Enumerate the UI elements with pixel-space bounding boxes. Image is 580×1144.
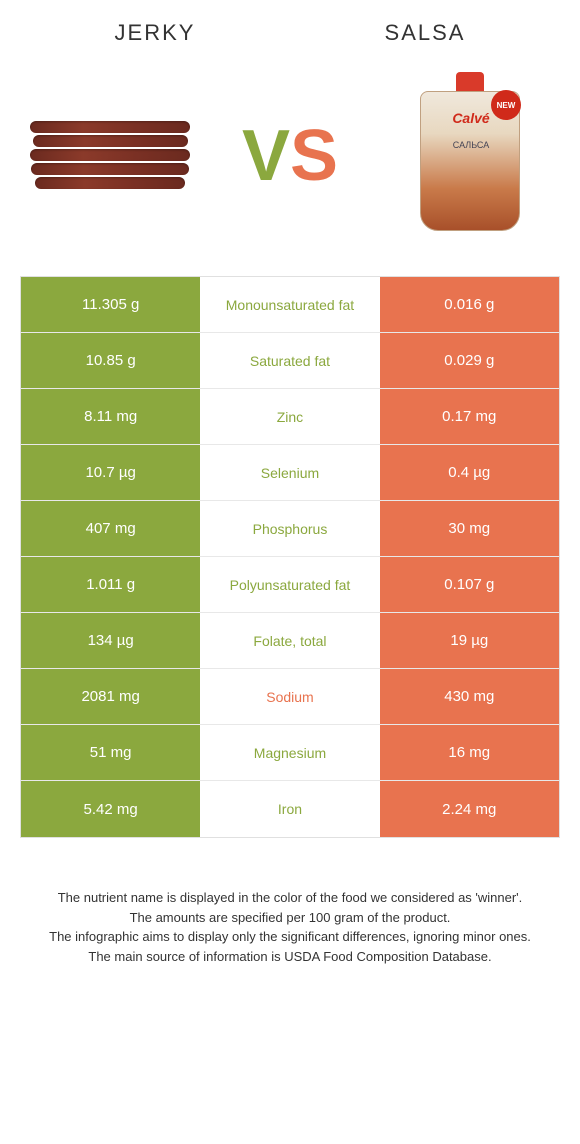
nutrient-label: Phosphorus [200, 501, 379, 556]
nutrient-label: Magnesium [200, 725, 379, 780]
salsa-value: 430 mg [380, 669, 559, 724]
vs-s: S [290, 115, 338, 197]
table-row: 2081 mgSodium430 mg [21, 669, 559, 725]
salsa-value: 0.17 mg [380, 389, 559, 444]
jerky-value: 11.305 g [21, 277, 200, 332]
jerky-value: 10.85 g [21, 333, 200, 388]
jerky-image [30, 86, 190, 226]
hero-row: VS NEW Calvé САЛЬСА [20, 66, 560, 246]
table-row: 11.305 gMonounsaturated fat0.016 g [21, 277, 559, 333]
jerky-value: 51 mg [21, 725, 200, 780]
table-row: 134 µgFolate, total19 µg [21, 613, 559, 669]
footer-line: The main source of information is USDA F… [30, 947, 550, 967]
salsa-value: 0.029 g [380, 333, 559, 388]
table-row: 51 mgMagnesium16 mg [21, 725, 559, 781]
salsa-value: 0.4 µg [380, 445, 559, 500]
salsa-value: 0.016 g [380, 277, 559, 332]
salsa-value: 19 µg [380, 613, 559, 668]
footer-line: The nutrient name is displayed in the co… [30, 888, 550, 908]
title-jerky: JERKY [34, 20, 277, 46]
vs-label: VS [242, 115, 338, 197]
salsa-value: 16 mg [380, 725, 559, 780]
table-row: 5.42 mgIron2.24 mg [21, 781, 559, 837]
nutrient-label: Selenium [200, 445, 379, 500]
pouch-sub: САЛЬСА [431, 140, 511, 150]
nutrient-label: Monounsaturated fat [200, 277, 379, 332]
header: JERKY SALSA [20, 20, 560, 46]
table-row: 407 mgPhosphorus30 mg [21, 501, 559, 557]
nutrient-label: Polyunsaturated fat [200, 557, 379, 612]
nutrient-label: Zinc [200, 389, 379, 444]
table-row: 10.7 µgSelenium0.4 µg [21, 445, 559, 501]
nutrient-label: Sodium [200, 669, 379, 724]
title-salsa: SALSA [304, 20, 547, 46]
nutrient-label: Folate, total [200, 613, 379, 668]
comparison-table: 11.305 gMonounsaturated fat0.016 g10.85 … [20, 276, 560, 838]
jerky-value: 2081 mg [21, 669, 200, 724]
jerky-value: 8.11 mg [21, 389, 200, 444]
nutrient-label: Iron [200, 781, 379, 837]
salsa-value: 0.107 g [380, 557, 559, 612]
table-row: 1.011 gPolyunsaturated fat0.107 g [21, 557, 559, 613]
jerky-value: 5.42 mg [21, 781, 200, 837]
pouch-brand: Calvé [431, 110, 511, 126]
footer-line: The infographic aims to display only the… [30, 927, 550, 947]
footer-notes: The nutrient name is displayed in the co… [20, 888, 560, 966]
nutrient-label: Saturated fat [200, 333, 379, 388]
table-row: 10.85 gSaturated fat0.029 g [21, 333, 559, 389]
jerky-value: 134 µg [21, 613, 200, 668]
vs-v: V [242, 115, 290, 197]
salsa-image: NEW Calvé САЛЬСА [390, 86, 550, 226]
jerky-value: 10.7 µg [21, 445, 200, 500]
jerky-value: 407 mg [21, 501, 200, 556]
salsa-value: 30 mg [380, 501, 559, 556]
jerky-value: 1.011 g [21, 557, 200, 612]
table-row: 8.11 mgZinc0.17 mg [21, 389, 559, 445]
salsa-value: 2.24 mg [380, 781, 559, 837]
footer-line: The amounts are specified per 100 gram o… [30, 908, 550, 928]
